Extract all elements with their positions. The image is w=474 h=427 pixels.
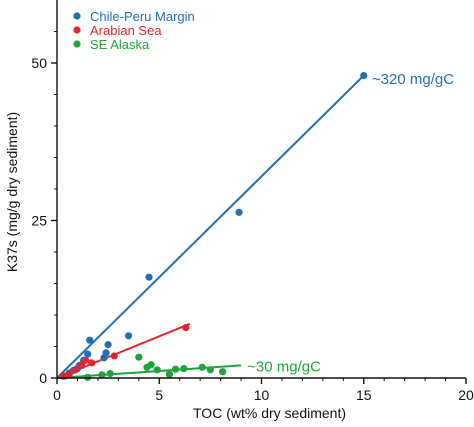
- legend-label-0: Chile-Peru Margin: [90, 9, 195, 24]
- data-point-1-2: [71, 366, 80, 374]
- x-tick-label-4: 20: [458, 387, 474, 403]
- data-point-0-12: [145, 273, 153, 281]
- data-point-0-9: [102, 349, 110, 357]
- data-point-1-7: [182, 324, 190, 332]
- data-point-2-1: [98, 371, 106, 379]
- x-axis-title: TOC (wt% dry sediment): [193, 405, 346, 421]
- y-tick-label-2: 50: [31, 55, 47, 71]
- data-point-0-14: [360, 72, 368, 80]
- y-axis-title: K37s (mg/g dry sediment): [4, 112, 20, 272]
- axes: 0 5 10 15 20 0 25 50 TOC (wt% dry sediment) K37s …: [4, 0, 474, 421]
- data-point-0-6: [84, 350, 92, 358]
- data-point-2-2: [106, 369, 114, 378]
- data-point-1-4: [82, 356, 90, 364]
- legend-label-1: Arabian Sea: [90, 23, 162, 38]
- x-tick-label-1: 5: [155, 387, 163, 403]
- data-point-1-3: [77, 361, 86, 369]
- y-tick-label-0: 0: [39, 370, 47, 386]
- data-point-2-12: [219, 368, 227, 376]
- data-point-2-6: [153, 366, 161, 374]
- y-tick-label-1: 25: [31, 213, 47, 229]
- data-point-1-5: [88, 359, 96, 367]
- data-point-2-11: [206, 366, 214, 374]
- annotations: ~320 mg/gC ~30 mg/gC: [247, 71, 454, 376]
- fit-line-0: [56, 74, 365, 379]
- annotation-1: ~30 mg/gC: [247, 359, 321, 376]
- x-tick-label-3: 15: [356, 387, 372, 403]
- data-point-2-3: [135, 353, 143, 361]
- data-point-2-9: [180, 364, 188, 373]
- x-tick-label-0: 0: [53, 387, 61, 403]
- data-point-0-13: [235, 208, 243, 216]
- data-point-2-5: [147, 361, 155, 369]
- legend-marker-0: [73, 12, 81, 20]
- data-point-0-7: [86, 336, 94, 344]
- data-point-1-1: [65, 370, 73, 378]
- x-tick-label-2: 10: [254, 387, 270, 403]
- plot-area: [56, 72, 368, 381]
- legend-label-2: SE Alaska: [90, 37, 150, 52]
- data-point-0-10: [104, 341, 112, 349]
- legend-marker-2: [73, 40, 81, 48]
- data-point-2-8: [172, 365, 180, 373]
- data-point-1-6: [110, 352, 118, 360]
- data-point-2-7: [165, 370, 174, 378]
- legend-marker-1: [73, 26, 81, 34]
- annotation-0: ~320 mg/gC: [372, 71, 454, 88]
- data-point-0-11: [124, 332, 133, 340]
- data-point-2-10: [198, 363, 206, 371]
